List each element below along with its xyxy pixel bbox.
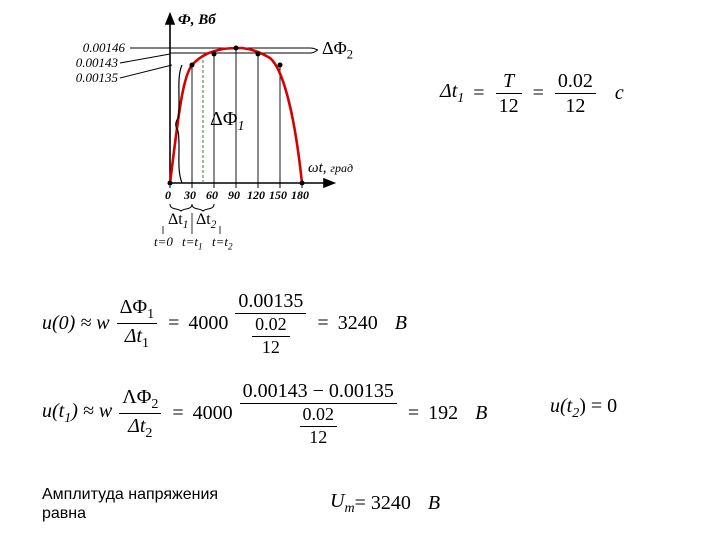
eq-dt1-mid-num: T	[496, 70, 522, 94]
footer-line1: Амплитуда напряжения	[42, 485, 218, 504]
eq-ut1-f1-num-sub: 2	[151, 397, 158, 412]
eq-um-sym: U	[330, 490, 344, 512]
footer-line2: равна	[42, 504, 218, 523]
eq-u0-lhs: u(0) ≈ w	[42, 312, 110, 335]
footer-text: Амплитуда напряжения равна	[42, 485, 218, 523]
eq-ut1-f1-num: ΛΦ	[122, 386, 151, 408]
eq-ut1-lhs-pre: u(t	[42, 400, 64, 422]
eq-dt1: Δt1 = T12 = 0.0212 с	[440, 70, 624, 117]
eq-ut1-f1-den-sub: 2	[145, 426, 152, 441]
eq-dt1-mid-den: 12	[496, 94, 522, 117]
flux-chart: Ф, Вб 0.00146 0.00143 0.00135 ωt, град 0…	[70, 8, 370, 268]
eq-u0-f1-den: Δt	[125, 325, 142, 347]
eq-um-unit: В	[428, 492, 440, 515]
eq-ut1: u(t1) ≈ w ΛΦ2 Δt2 = 4000 0.00143 − 0.001…	[42, 380, 487, 448]
eq-ut1-result: 192	[428, 402, 458, 425]
eq-u0-result: 3240	[338, 312, 378, 335]
eq-dt1-lhs: Δt	[440, 80, 457, 102]
eq-ut2-post: ) = 0	[579, 395, 617, 417]
eq-ut1-unit: В	[475, 402, 487, 425]
eq-um-sub: m	[344, 501, 354, 516]
eq-dt1-unit: с	[615, 82, 624, 105]
eq-ut2-pre: u(t	[550, 395, 572, 417]
eq-u0-f2-den-num: 0.02	[252, 315, 290, 337]
eq-ut1-f2-den-den: 12	[300, 427, 338, 448]
eq-u0-coef: 4000	[188, 312, 228, 335]
eq-ut2: u(t2) = 0	[550, 395, 617, 422]
eq-ut1-coef: 4000	[193, 402, 233, 425]
eq-u0-f2-den-den: 12	[252, 337, 290, 358]
eq-u0: u(0) ≈ w ΔΦ1 Δt1 = 4000 0.00135 0.02 12 …	[42, 290, 407, 358]
eq-um: Um = 3240 В	[330, 490, 440, 517]
eq-u0-f1-den-sub: 1	[142, 336, 149, 351]
eq-ut1-lhs-tail: ) ≈ w	[71, 400, 112, 422]
eq-dt1-rhs-num: 0.02	[555, 70, 596, 94]
eq-ut1-f2-num: 0.00143 − 0.00135	[240, 380, 397, 404]
eq-um-val: = 3240	[355, 492, 411, 515]
eq-dt1-rhs-den: 12	[555, 94, 596, 117]
eq-ut1-f1-den: Δt	[128, 415, 145, 437]
eq-u0-f1-num: ΔΦ	[120, 296, 147, 318]
eq-ut1-f2-den-num: 0.02	[300, 405, 338, 427]
eq-u0-unit: В	[395, 312, 407, 335]
eq-u0-f2-num: 0.00135	[235, 290, 306, 314]
eq-u0-f1-num-sub: 1	[147, 307, 154, 322]
eq-dt1-lhs-sub: 1	[457, 91, 464, 106]
